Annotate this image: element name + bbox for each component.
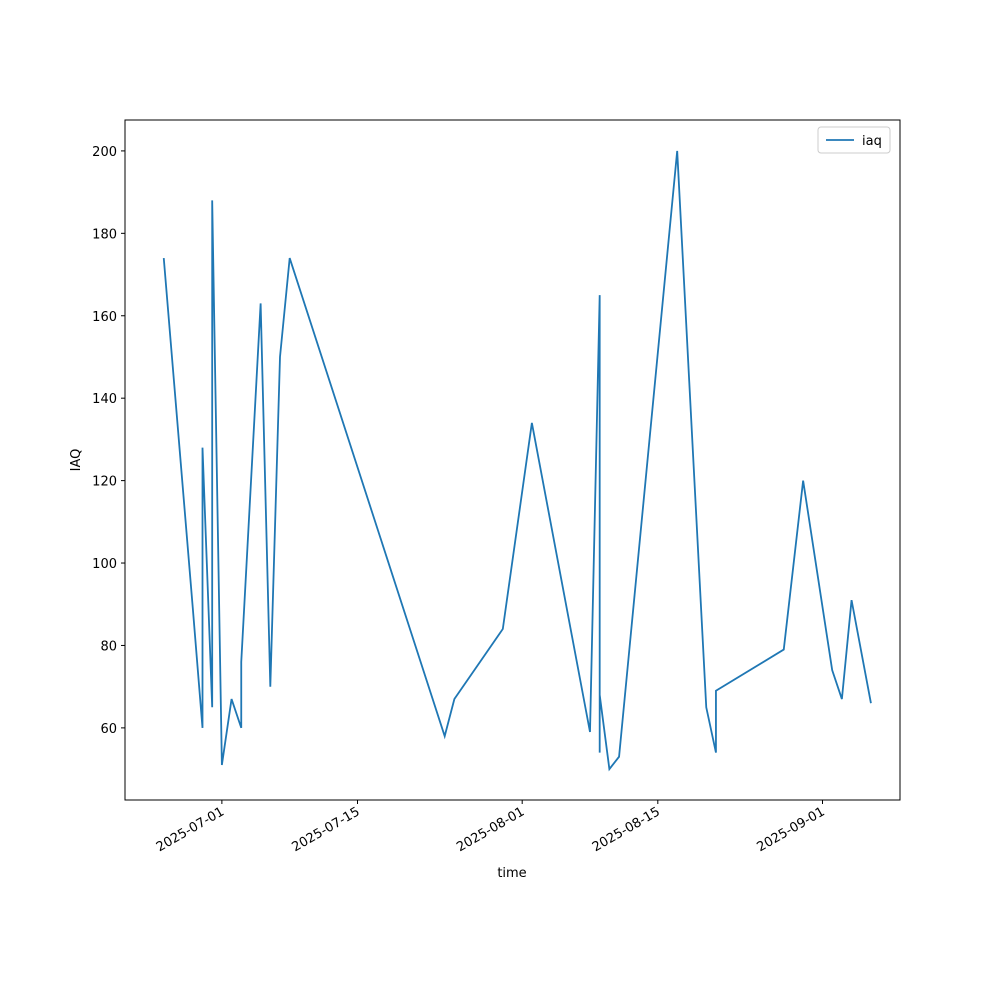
y-tick-label: 140 — [92, 392, 117, 407]
x-tick-label: 2025-07-01 — [154, 804, 227, 855]
legend-label: iaq — [862, 134, 882, 149]
plot-frame — [124, 119, 901, 801]
y-tick-label: 180 — [92, 227, 117, 242]
x-axis-label: time — [497, 866, 526, 881]
data-line — [162, 150, 872, 772]
y-tick-label: 100 — [92, 557, 117, 572]
x-tick-label: 2025-08-01 — [454, 804, 527, 855]
legend: iaq — [817, 126, 891, 154]
y-axis-label: IAQ — [69, 449, 84, 472]
y-tick-label: 120 — [92, 475, 117, 490]
x-tick-label: 2025-08-15 — [590, 804, 663, 855]
y-tick-label: 60 — [100, 722, 117, 737]
y-tick-label: 80 — [100, 639, 117, 654]
x-tick-label: 2025-07-15 — [290, 804, 363, 855]
y-tick-label: 200 — [92, 145, 117, 160]
y-tick-label: 160 — [92, 310, 117, 325]
x-tick-label: 2025-09-01 — [755, 804, 828, 855]
